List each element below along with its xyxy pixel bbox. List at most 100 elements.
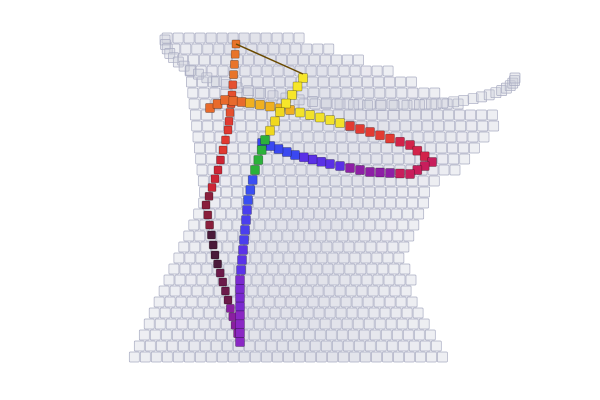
surface-voxel (194, 142, 205, 154)
surface-voxel (360, 351, 371, 363)
surface-voxel (216, 351, 228, 363)
surface-voxel (348, 142, 359, 154)
surface-voxel (386, 186, 397, 198)
surface-voxel (374, 318, 386, 330)
hyperboloid-surface (128, 32, 521, 363)
surface-voxel (301, 120, 313, 132)
surface-voxel (316, 351, 327, 363)
surface-voxel (259, 208, 271, 220)
surface-voxel (370, 230, 382, 242)
surface-voxel (421, 109, 432, 121)
surface-voxel (148, 307, 160, 319)
surface-rim-voxel (467, 93, 479, 105)
vertical-blue-path-voxel (298, 73, 308, 83)
surface-voxel (389, 285, 401, 297)
surface-voxel (183, 32, 195, 44)
surface-voxel (213, 43, 225, 55)
surface-voxel (351, 175, 363, 187)
surface-voxel (187, 87, 199, 99)
vertical-red-path-voxel (216, 155, 225, 165)
surface-voxel (340, 296, 352, 308)
surface-voxel (264, 197, 275, 209)
surface-voxel (210, 340, 222, 352)
surface-voxel (324, 307, 336, 319)
surface-voxel (307, 296, 319, 308)
surface-voxel (199, 340, 211, 352)
vertical-red-path-voxel (230, 60, 239, 69)
surface-voxel (243, 54, 254, 66)
surface-voxel (403, 230, 415, 242)
surface-voxel (363, 197, 374, 209)
surface-rim-voxel (509, 72, 521, 84)
surface-voxel (306, 164, 318, 176)
surface-rim-voxel (193, 68, 204, 80)
surface-voxel (363, 318, 375, 330)
surface-voxel (247, 131, 259, 143)
surface-voxel (313, 131, 325, 143)
surface-voxel (304, 230, 316, 242)
surface-voxel (407, 197, 418, 209)
horizontal-ring-path-voxel (335, 118, 345, 128)
surface-voxel (306, 274, 318, 286)
surface-rim-voxel (255, 88, 266, 99)
surface-voxel (179, 263, 191, 275)
surface-rim-voxel (164, 48, 176, 59)
surface-voxel (154, 318, 166, 330)
surface-voxel (240, 164, 252, 176)
surface-voxel (447, 142, 458, 154)
surface-voxel (261, 252, 273, 264)
surface-voxel (385, 87, 397, 99)
surface-voxel (444, 120, 456, 132)
surface-voxel (184, 252, 196, 264)
horizontal-ring-path-voxel (405, 140, 415, 150)
surface-voxel (251, 274, 263, 286)
surface-voxel (315, 230, 327, 242)
surface-voxel (190, 109, 201, 121)
surface-voxel (210, 54, 221, 66)
horizontal-ring-path-voxel (355, 165, 365, 175)
surface-voxel (346, 307, 358, 319)
surface-voxel (231, 197, 243, 209)
surface-voxel (393, 153, 405, 165)
surface-voxel (191, 43, 203, 55)
surface-voxel (366, 263, 378, 275)
surface-voxel (353, 219, 365, 231)
surface-voxel (397, 98, 409, 110)
surface-voxel (155, 340, 167, 352)
surface-voxel (206, 153, 218, 165)
surface-voxel (429, 87, 441, 99)
surface-voxel (178, 241, 190, 253)
surface-voxel (352, 318, 364, 330)
surface-voxel (301, 43, 313, 55)
surface-voxel (316, 252, 328, 264)
surface-voxel (238, 142, 249, 154)
surface-voxel (241, 76, 252, 88)
surface-voxel (205, 351, 217, 363)
surface-voxel (336, 329, 348, 341)
surface-voxel (180, 285, 192, 297)
surface-voxel (199, 54, 210, 66)
surface-voxel (384, 76, 395, 88)
vertical-blue-path-voxel (235, 284, 245, 294)
surface-voxel (165, 318, 177, 330)
surface-voxel (395, 296, 407, 308)
horizontal-ring-path-voxel (335, 161, 345, 171)
surface-rim-voxel (426, 98, 437, 110)
horizontal-ring-path-voxel (345, 163, 355, 173)
surface-voxel (381, 142, 392, 154)
surface-voxel (438, 164, 450, 176)
surface-voxel (308, 197, 319, 209)
surface-voxel (229, 164, 241, 176)
surface-voxel (365, 241, 377, 253)
surface-voxel (182, 329, 194, 341)
horizontal-ring-path-voxel (325, 159, 335, 169)
surface-rim-voxel (172, 56, 184, 68)
surface-voxel (378, 285, 390, 297)
surface-voxel (293, 230, 305, 242)
surface-voxel (402, 329, 414, 341)
surface-voxel (261, 65, 273, 77)
surface-voxel (331, 340, 343, 352)
surface-voxel (364, 219, 376, 231)
surface-voxel (360, 153, 372, 165)
